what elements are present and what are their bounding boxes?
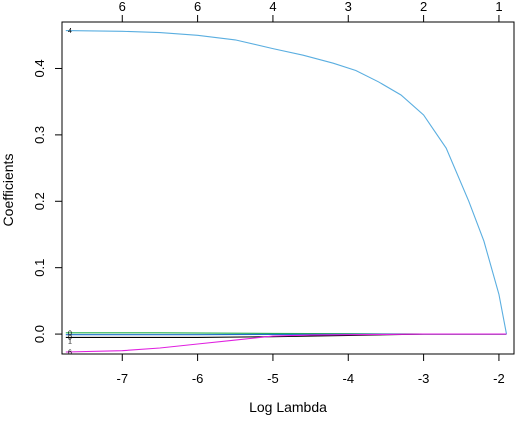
top-tick-label: 2	[420, 0, 427, 14]
series-lines	[65, 30, 508, 353]
top-tick-label: 1	[495, 0, 502, 14]
y-tick-label: 0.2	[32, 192, 47, 210]
y-tick-label: 0.1	[32, 259, 47, 277]
y-axis-title: Coefficients	[0, 154, 16, 227]
x-tick-label: -3	[418, 371, 430, 386]
x-tick-label: -5	[267, 371, 279, 386]
top-tick-label: 6	[119, 0, 126, 14]
curve-label-1: 4	[68, 28, 72, 35]
x-tick-label: -2	[493, 371, 505, 386]
top-tick-label: 4	[269, 0, 276, 14]
top-axis: 6 6 4 3 2 1	[119, 0, 503, 22]
top-tick-label: 3	[345, 0, 352, 14]
y-tick-label: 0.0	[32, 325, 47, 343]
curve-labels: 4 001 6	[68, 28, 72, 356]
x-axis-title: Log Lambda	[249, 399, 327, 415]
curve-label-2: 0	[68, 330, 72, 337]
plot-frame	[61, 21, 515, 355]
x-tick-label: -6	[192, 371, 204, 386]
curve-label-5: 6	[68, 350, 72, 357]
top-tick-label: 6	[194, 0, 201, 14]
series-line-5	[65, 333, 507, 353]
y-tick-label: 0.3	[32, 126, 47, 144]
curve-label-4: 1	[68, 338, 72, 345]
y-axis: 0.0 0.1 0.2 0.3 0.4	[32, 59, 62, 343]
curve-label-3: 0	[68, 334, 72, 341]
y-tick-label: 0.4	[32, 59, 47, 77]
x-tick-label: -4	[342, 371, 354, 386]
x-axis: -7 -6 -5 -4 -3 -2	[116, 354, 505, 386]
x-tick-label: -7	[116, 371, 128, 386]
series-line-1	[65, 30, 508, 335]
